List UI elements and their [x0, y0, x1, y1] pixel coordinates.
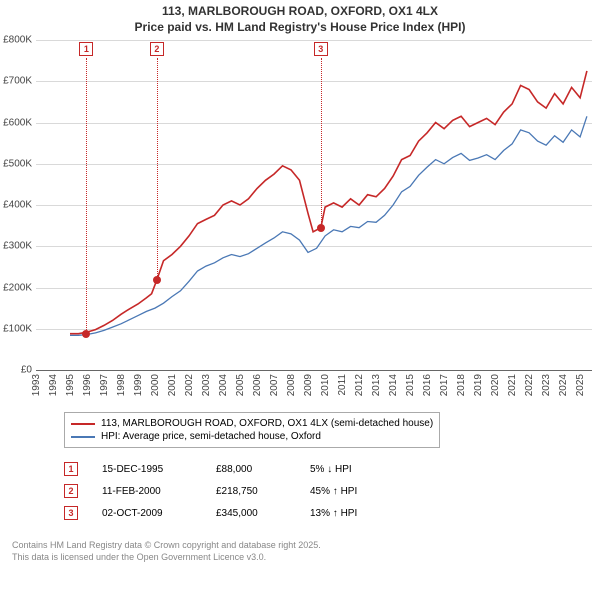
x-axis-label: 2003: [201, 374, 212, 396]
marker-date: 15-DEC-1995: [102, 464, 192, 475]
x-axis-label: 2004: [218, 374, 229, 396]
marker-pct: 5% ↓ HPI: [310, 464, 390, 475]
chart-title: 113, MARLBOROUGH ROAD, OXFORD, OX1 4LX P…: [0, 0, 600, 35]
marker-price: £345,000: [216, 508, 286, 519]
title-line-2: Price paid vs. HM Land Registry's House …: [0, 20, 600, 36]
marker-line: [157, 58, 158, 280]
x-axis-label: 1999: [133, 374, 144, 396]
marker-box: 3: [314, 42, 328, 56]
y-axis-label: £700K: [3, 76, 32, 87]
marker-dot: [82, 330, 90, 338]
y-axis-label: £800K: [3, 35, 32, 46]
marker-dot: [317, 224, 325, 232]
x-axis-label: 2013: [371, 374, 382, 396]
x-axis-label: 2025: [575, 374, 586, 396]
x-axis-label: 2020: [490, 374, 501, 396]
x-axis-label: 2012: [354, 374, 365, 396]
marker-table-box: 2: [64, 484, 78, 498]
x-axis-label: 2018: [456, 374, 467, 396]
legend: 113, MARLBOROUGH ROAD, OXFORD, OX1 4LX (…: [64, 412, 440, 448]
footer-line-2: This data is licensed under the Open Gov…: [12, 552, 321, 564]
x-axis-label: 2023: [541, 374, 552, 396]
x-axis-label: 1994: [48, 374, 59, 396]
x-axis-label: 1998: [116, 374, 127, 396]
x-axis-label: 2008: [286, 374, 297, 396]
x-axis-label: 1997: [99, 374, 110, 396]
x-axis-label: 2015: [405, 374, 416, 396]
y-axis-label: £100K: [3, 323, 32, 334]
chart-container: 113, MARLBOROUGH ROAD, OXFORD, OX1 4LX P…: [0, 0, 600, 590]
footer-line-1: Contains HM Land Registry data © Crown c…: [12, 540, 321, 552]
x-axis-label: 2005: [235, 374, 246, 396]
title-line-1: 113, MARLBOROUGH ROAD, OXFORD, OX1 4LX: [0, 4, 600, 20]
legend-swatch: [71, 423, 95, 425]
x-axis-label: 2019: [473, 374, 484, 396]
y-axis-label: £300K: [3, 241, 32, 252]
x-axis-label: 2009: [303, 374, 314, 396]
line-chart-svg: [36, 40, 592, 370]
property-series-line: [70, 71, 587, 334]
marker-table-box: 3: [64, 506, 78, 520]
marker-pct: 45% ↑ HPI: [310, 486, 390, 497]
x-axis-label: 2000: [150, 374, 161, 396]
legend-label: 113, MARLBOROUGH ROAD, OXFORD, OX1 4LX (…: [101, 418, 433, 429]
hpi-series-line: [70, 116, 587, 335]
x-axis-label: 2002: [184, 374, 195, 396]
marker-line: [86, 58, 87, 334]
x-axis-label: 2007: [269, 374, 280, 396]
x-axis-label: 2017: [439, 374, 450, 396]
marker-box: 2: [150, 42, 164, 56]
marker-price: £218,750: [216, 486, 286, 497]
gridline: [36, 370, 592, 371]
marker-table-row: 1 15-DEC-1995 £88,000 5% ↓ HPI: [64, 458, 390, 480]
attribution-text: Contains HM Land Registry data © Crown c…: [12, 540, 321, 563]
y-axis-label: £600K: [3, 117, 32, 128]
x-axis-label: 2024: [558, 374, 569, 396]
x-axis-label: 2010: [320, 374, 331, 396]
x-axis-label: 2022: [524, 374, 535, 396]
marker-box: 1: [79, 42, 93, 56]
x-axis-label: 1993: [31, 374, 42, 396]
x-axis-label: 2014: [388, 374, 399, 396]
x-axis-label: 2016: [422, 374, 433, 396]
marker-table-row: 2 11-FEB-2000 £218,750 45% ↑ HPI: [64, 480, 390, 502]
legend-item: HPI: Average price, semi-detached house,…: [71, 430, 433, 443]
marker-table-box: 1: [64, 462, 78, 476]
legend-swatch: [71, 436, 95, 438]
y-axis-label: £500K: [3, 158, 32, 169]
x-axis-label: 2021: [507, 374, 518, 396]
markers-table: 1 15-DEC-1995 £88,000 5% ↓ HPI 2 11-FEB-2000 £…: [64, 458, 390, 524]
marker-dot: [153, 276, 161, 284]
marker-table-row: 3 02-OCT-2009 £345,000 13% ↑ HPI: [64, 502, 390, 524]
marker-line: [321, 58, 322, 228]
x-axis-label: 2001: [167, 374, 178, 396]
x-axis-label: 2006: [252, 374, 263, 396]
x-axis-label: 2011: [337, 374, 348, 396]
y-axis-label: £400K: [3, 200, 32, 211]
marker-pct: 13% ↑ HPI: [310, 508, 390, 519]
x-axis-label: 1996: [82, 374, 93, 396]
marker-date: 11-FEB-2000: [102, 486, 192, 497]
legend-label: HPI: Average price, semi-detached house,…: [101, 431, 321, 442]
marker-date: 02-OCT-2009: [102, 508, 192, 519]
legend-item: 113, MARLBOROUGH ROAD, OXFORD, OX1 4LX (…: [71, 417, 433, 430]
x-axis-label: 1995: [65, 374, 76, 396]
marker-price: £88,000: [216, 464, 286, 475]
y-axis-label: £200K: [3, 282, 32, 293]
plot-area: £0£100K£200K£300K£400K£500K£600K£700K£80…: [36, 40, 592, 370]
